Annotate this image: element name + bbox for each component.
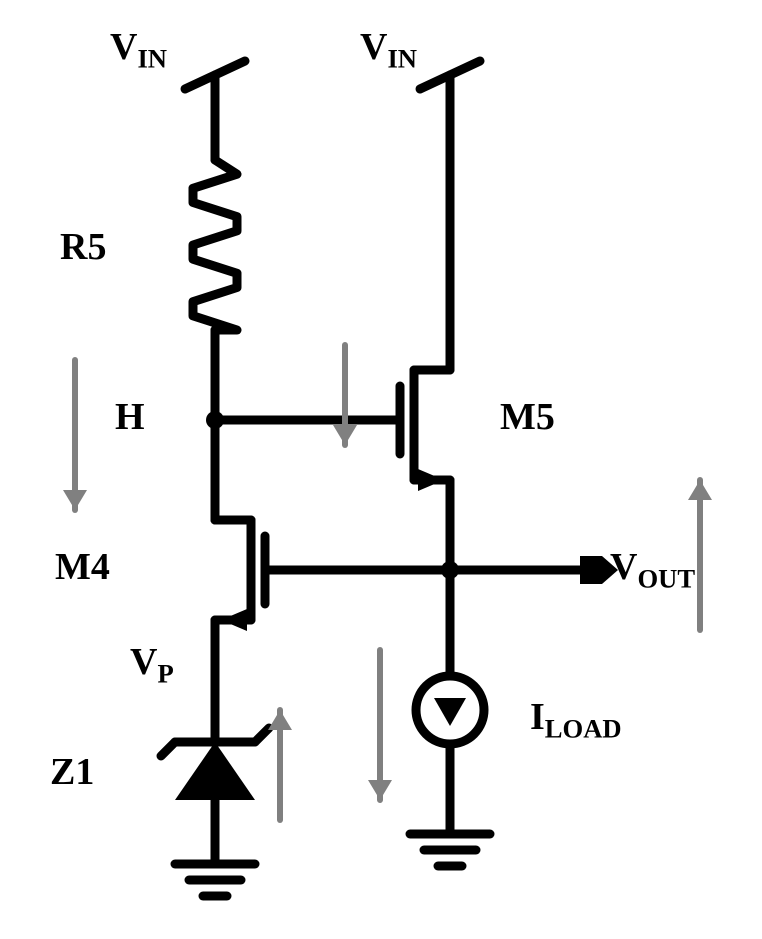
label-vin-right: VIN bbox=[360, 25, 417, 75]
label-h: H bbox=[115, 395, 145, 439]
label-iload: ILOAD bbox=[530, 695, 622, 745]
label-z1: Z1 bbox=[50, 750, 94, 794]
label-r5: R5 bbox=[60, 225, 106, 269]
label-vin-left: VIN bbox=[110, 25, 167, 75]
label-vout: VOUT bbox=[610, 545, 695, 595]
circuit-schematic bbox=[0, 0, 762, 939]
label-m4: M4 bbox=[55, 545, 110, 589]
label-vp: VP bbox=[130, 640, 174, 690]
label-m5: M5 bbox=[500, 395, 555, 439]
